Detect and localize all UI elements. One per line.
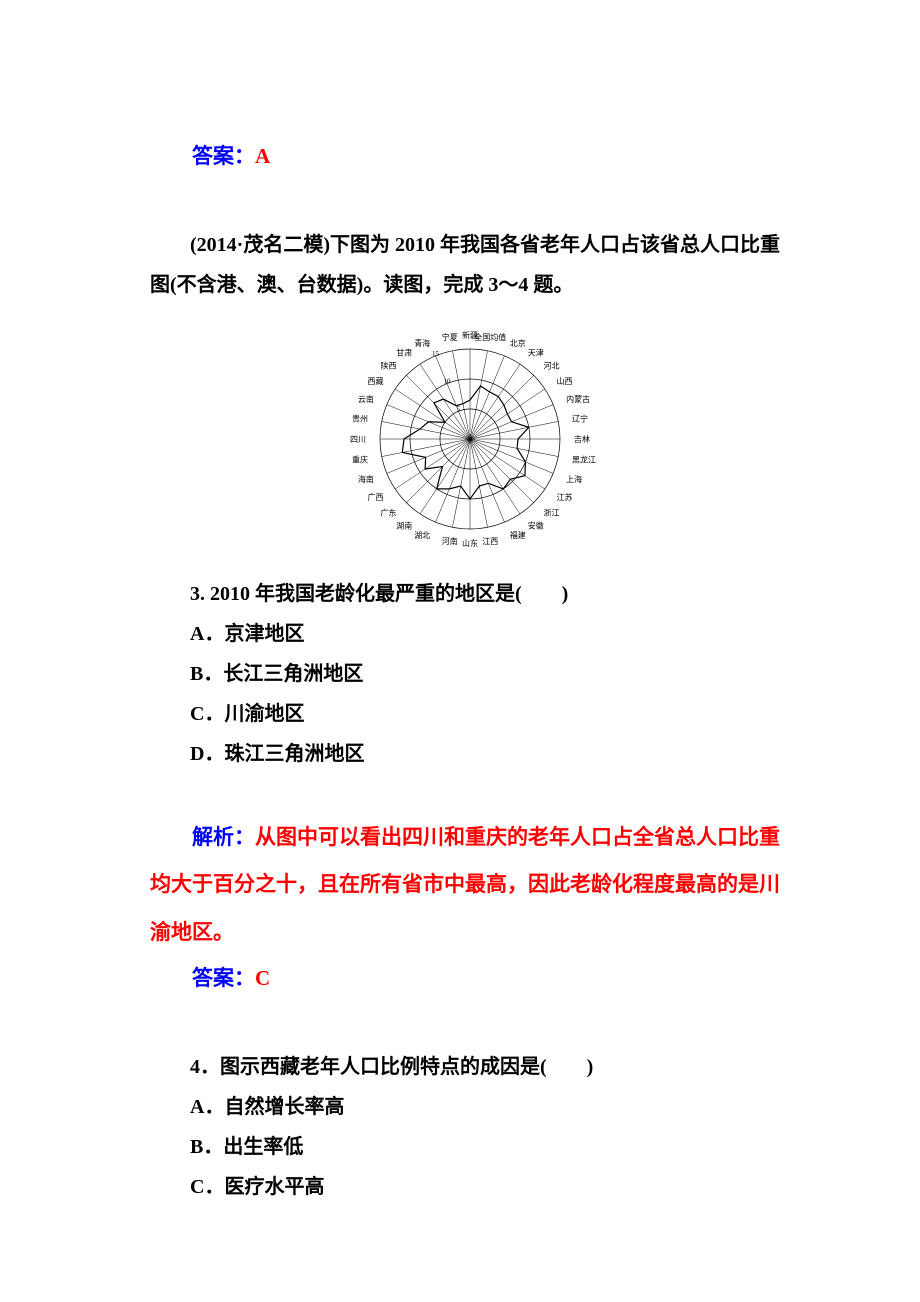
answer-1: 答案：A (150, 140, 790, 170)
svg-text:5: 5 (457, 405, 461, 413)
q4-option-c: C．医疗水平高 (150, 1167, 790, 1207)
svg-text:山西: 山西 (556, 376, 572, 386)
svg-text:重庆: 重庆 (352, 454, 368, 464)
radar-chart-container: 新疆全国均值北京天津河北山西内蒙古辽宁吉林黑龙江上海江苏浙江安徽福建江西山东河南… (150, 309, 790, 564)
q3-analysis: 解析：从图中可以看出四川和重庆的老年人口占全省总人口比重均大于百分之十，且在所有… (150, 814, 790, 956)
svg-text:浙江: 浙江 (544, 508, 560, 518)
svg-text:吉林: 吉林 (574, 434, 590, 444)
svg-text:安徽: 安徽 (528, 520, 544, 530)
svg-text:上海: 上海 (566, 474, 582, 484)
svg-text:青海: 青海 (414, 338, 430, 348)
svg-text:贵州: 贵州 (352, 414, 368, 424)
q4-stem: 4．图示西藏老年人口比例特点的成因是( ) (150, 1047, 790, 1087)
svg-text:西藏: 西藏 (368, 376, 384, 386)
svg-text:山东: 山东 (462, 538, 478, 548)
svg-text:湖北: 湖北 (414, 531, 430, 540)
q3-option-d: D．珠江三角洲地区 (150, 734, 790, 774)
svg-text:宁夏: 宁夏 (442, 332, 458, 342)
answer-3: 答案：C (150, 962, 790, 992)
answer-1-value: A (255, 144, 270, 168)
svg-text:福建: 福建 (510, 530, 526, 540)
answer-3-value: C (255, 966, 270, 990)
context-paragraph: (2014·茂名二模)下图为 2010 年我国各省老年人口占该省总人口比重图(不… (150, 225, 790, 305)
svg-text:广西: 广西 (368, 492, 384, 502)
svg-text:海南: 海南 (358, 474, 374, 484)
svg-text:北京: 北京 (510, 338, 526, 348)
svg-text:陕西: 陕西 (380, 360, 396, 370)
svg-text:内蒙古: 内蒙古 (566, 394, 590, 404)
svg-text:江西: 江西 (482, 537, 498, 546)
q3-option-b: B．长江三角洲地区 (150, 654, 790, 694)
svg-text:全国均值: 全国均值 (474, 332, 506, 342)
svg-text:江苏: 江苏 (556, 492, 572, 502)
svg-text:辽宁: 辽宁 (572, 414, 588, 424)
svg-text:广东: 广东 (380, 508, 396, 518)
svg-text:黑龙江: 黑龙江 (572, 454, 596, 464)
svg-text:四川: 四川 (350, 435, 366, 444)
q3-option-c: C．川渝地区 (150, 694, 790, 734)
q4-option-b: B．出生率低 (150, 1127, 790, 1167)
svg-text:湖南: 湖南 (396, 520, 412, 530)
answer-1-label: 答案： (192, 144, 255, 168)
q3-stem: 3. 2010 年我国老龄化最严重的地区是( ) (150, 574, 790, 614)
answer-3-label: 答案： (192, 966, 255, 990)
q4-option-a: A．自然增长率高 (150, 1087, 790, 1127)
q3-option-a: A．京津地区 (150, 614, 790, 654)
svg-text:河南: 河南 (442, 536, 458, 546)
svg-text:云南: 云南 (358, 394, 374, 404)
svg-text:河北: 河北 (544, 360, 560, 370)
svg-text:10: 10 (444, 378, 452, 386)
svg-text:15: 15 (432, 350, 440, 358)
svg-text:天津: 天津 (528, 348, 544, 358)
svg-text:甘肃: 甘肃 (396, 348, 412, 358)
radar-chart: 新疆全国均值北京天津河北山西内蒙古辽宁吉林黑龙江上海江苏浙江安徽福建江西山东河南… (320, 309, 620, 559)
q3-analysis-label: 解析： (192, 825, 255, 849)
